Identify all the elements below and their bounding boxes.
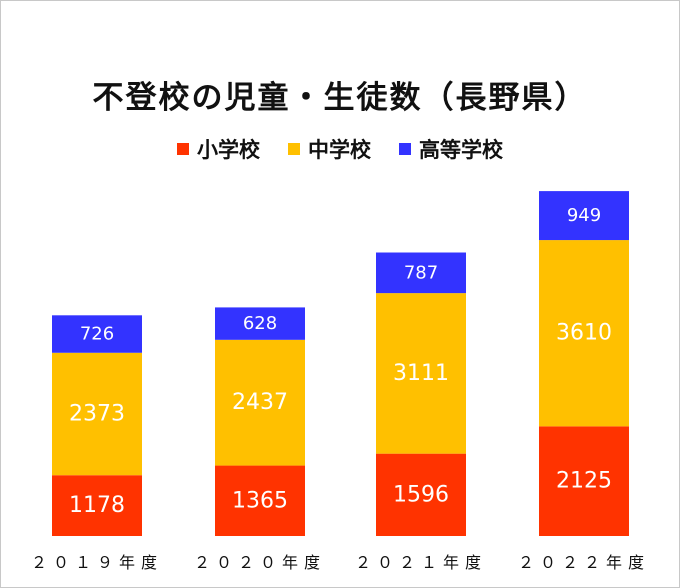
bar-junior-high-1	[52, 352, 142, 476]
legend-swatch-high-school	[399, 143, 411, 155]
data-label-high-school-4: 949	[567, 205, 601, 226]
bar-high-school-2	[215, 307, 305, 340]
bar-high-school-4	[539, 191, 629, 241]
data-label-elementary-4: 2125	[556, 469, 612, 494]
bar-junior-high-3	[376, 293, 466, 454]
legend-label-high-school: 高等学校	[419, 138, 503, 162]
x-tick-label-4: ２０２２年度	[518, 553, 650, 572]
data-label-high-school-1: 726	[80, 324, 114, 345]
legend-label-elementary: 小学校	[197, 138, 260, 162]
data-label-elementary-3: 1596	[393, 482, 449, 507]
legend-label-junior-high: 中学校	[308, 138, 371, 162]
x-tick-label-3: ２０２１年度	[355, 553, 487, 572]
data-label-junior-high-4: 3610	[556, 321, 612, 346]
data-label-elementary-2: 1365	[232, 488, 288, 513]
bar-elementary-4	[539, 426, 629, 536]
bar-junior-high-2	[215, 339, 305, 466]
data-label-high-school-3: 787	[404, 262, 438, 283]
data-label-junior-high-2: 2437	[232, 390, 288, 415]
legend-item-high-school: 高等学校	[399, 134, 503, 164]
bar-elementary-3	[376, 453, 466, 536]
x-tick-label-2: ２０２０年度	[194, 553, 326, 572]
data-label-junior-high-3: 3111	[393, 361, 449, 386]
bar-elementary-1	[52, 475, 142, 536]
data-label-elementary-1: 1178	[69, 493, 125, 518]
data-label-junior-high-1: 2373	[69, 401, 125, 426]
bar-high-school-1	[52, 315, 142, 353]
chart-title: 不登校の児童・生徒数（長野県）	[92, 80, 588, 116]
bar-high-school-3	[376, 252, 466, 294]
bar-elementary-2	[215, 465, 305, 536]
legend-swatch-elementary	[177, 143, 189, 155]
x-tick-label-1: ２０１９年度	[31, 553, 163, 572]
legend-swatch-junior-high	[288, 143, 300, 155]
legend-item-elementary: 小学校	[177, 134, 260, 164]
data-label-high-school-2: 628	[243, 313, 277, 334]
legend-item-junior-high: 中学校	[288, 134, 371, 164]
bar-junior-high-4	[539, 240, 629, 427]
chart-legend: 小学校 中学校 高等学校	[0, 134, 680, 164]
